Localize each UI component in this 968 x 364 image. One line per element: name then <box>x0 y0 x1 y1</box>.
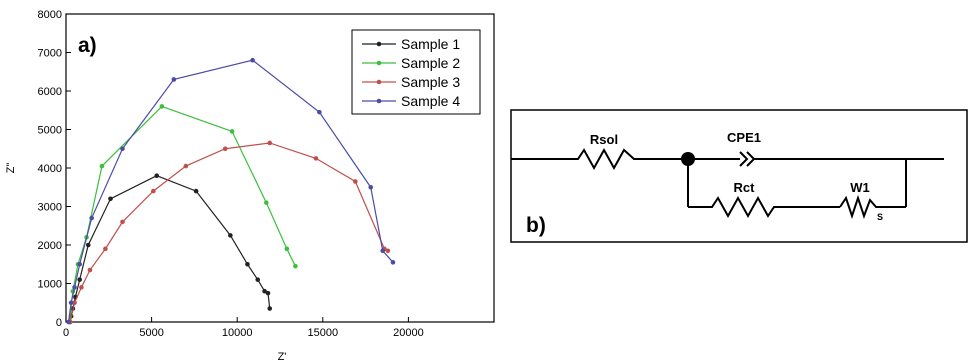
series-layer <box>66 57 396 325</box>
legend-label: Sample 3 <box>401 74 460 90</box>
y-tick-label: 2000 <box>38 240 62 252</box>
data-point <box>87 267 93 273</box>
data-point <box>385 248 391 254</box>
data-point <box>171 77 177 82</box>
x-tick-label: 15000 <box>308 327 339 339</box>
equivalent-circuit: Rsol CPE1 Rct W1 S b) <box>510 109 968 243</box>
legend-swatch-marker <box>376 60 382 66</box>
data-point <box>353 179 358 184</box>
data-point <box>154 173 160 178</box>
data-point <box>317 109 322 115</box>
data-point <box>151 188 156 194</box>
data-point <box>262 288 267 294</box>
y-tick-label: 3000 <box>38 202 62 214</box>
w1-label: W1 <box>850 180 870 195</box>
data-point <box>77 261 82 267</box>
data-point <box>68 300 74 306</box>
data-point <box>264 200 269 205</box>
data-point <box>103 246 108 252</box>
data-point <box>183 163 189 169</box>
data-point <box>265 290 271 296</box>
rsol-label: Rsol <box>590 132 618 147</box>
w1-warburg-element <box>839 194 906 220</box>
x-axis-label: Z' <box>278 351 287 363</box>
data-point <box>229 129 235 134</box>
data-point <box>66 319 71 325</box>
data-point <box>222 146 228 152</box>
legend-label: Sample 4 <box>401 93 460 109</box>
rsol-resistor <box>511 147 686 171</box>
data-point <box>267 140 273 146</box>
data-point <box>368 184 374 190</box>
rct-resistor <box>688 195 840 219</box>
series-line <box>67 59 394 323</box>
legend-label: Sample 1 <box>401 36 460 52</box>
data-point <box>245 261 250 267</box>
x-tick-label: 20000 <box>393 327 424 339</box>
legend: Sample 1 Sample 2 Sample 3 Sample 4 <box>351 29 481 115</box>
data-point <box>77 277 82 282</box>
x-tick-label: 0 <box>63 327 69 339</box>
cpe1-label: CPE1 <box>727 130 761 145</box>
legend-swatch-marker <box>376 98 382 104</box>
data-point <box>313 156 319 161</box>
y-axis-ticks: 0 1000 2000 3000 4000 5000 6000 7000 8000 <box>38 9 71 329</box>
series-4 <box>66 57 396 325</box>
y-tick-label: 8000 <box>38 9 62 21</box>
cpe1-element <box>739 151 749 167</box>
panel-label-a: a) <box>78 34 97 57</box>
y-tick-label: 6000 <box>38 86 62 98</box>
x-tick-label: 10000 <box>222 327 253 339</box>
data-point <box>120 146 125 152</box>
data-point <box>267 306 273 311</box>
data-point <box>193 188 199 194</box>
data-point <box>79 285 84 290</box>
y-tick-label: 0 <box>56 317 62 329</box>
data-point <box>284 246 290 252</box>
y-tick-label: 1000 <box>38 279 62 291</box>
data-point <box>380 248 386 254</box>
circuit-frame <box>510 109 968 243</box>
x-tick-label: 5000 <box>139 327 163 339</box>
panel-label-b: b) <box>526 214 546 237</box>
legend-swatch-marker <box>376 79 382 85</box>
y-tick-label: 7000 <box>38 48 62 60</box>
legend-swatch-marker <box>376 41 382 47</box>
rct-label: Rct <box>734 180 756 195</box>
data-point <box>72 285 77 290</box>
w1-subscript: S <box>877 212 883 222</box>
data-point <box>390 260 396 265</box>
nyquist-plot: 0 1000 2000 3000 4000 5000 6000 7000 8000 0 5000 1… <box>5 9 495 363</box>
y-axis-label: Z" <box>5 163 17 174</box>
data-point <box>72 300 77 306</box>
legend-label: Sample 2 <box>401 55 460 71</box>
y-tick-label: 5000 <box>38 125 62 137</box>
data-point <box>293 263 298 269</box>
data-point <box>255 277 261 282</box>
data-point <box>159 104 165 109</box>
series-line <box>69 142 389 323</box>
x-axis-ticks: 0 5000 10000 15000 20000 <box>63 317 424 339</box>
data-point <box>89 215 94 221</box>
data-point <box>120 219 125 225</box>
data-point <box>228 233 233 238</box>
data-point <box>108 196 113 202</box>
data-point <box>85 242 91 248</box>
data-point <box>99 163 105 169</box>
y-tick-label: 4000 <box>38 163 62 175</box>
data-point <box>250 57 255 63</box>
